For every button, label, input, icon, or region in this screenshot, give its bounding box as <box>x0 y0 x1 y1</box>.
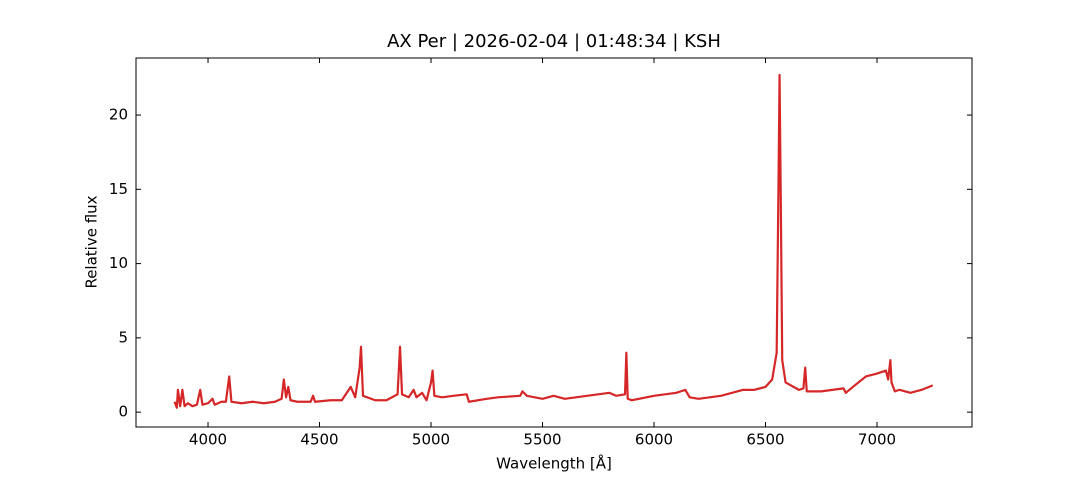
x-tick-label: 6000 <box>635 431 673 449</box>
x-tick-label: 6500 <box>746 431 784 449</box>
plot-frame <box>135 57 973 428</box>
x-axis-label: Wavelength [Å] <box>496 454 612 473</box>
y-axis-label: Relative flux <box>83 195 101 288</box>
chart-title: AX Per | 2026-02-04 | 01:48:34 | KSH <box>387 31 721 52</box>
y-tick-label: 15 <box>109 180 128 198</box>
x-tick-label: 5000 <box>412 431 450 449</box>
spectrum-line <box>173 73 934 409</box>
x-tick-label: 5500 <box>523 431 561 449</box>
y-tick-label: 20 <box>109 106 128 124</box>
x-tick-label: 4500 <box>300 431 338 449</box>
y-tick-label: 10 <box>109 254 128 272</box>
y-tick-label: 5 <box>118 328 128 346</box>
x-tick-label: 7000 <box>858 431 896 449</box>
y-tick-label: 0 <box>118 403 128 421</box>
x-tick-label: 4000 <box>189 431 227 449</box>
